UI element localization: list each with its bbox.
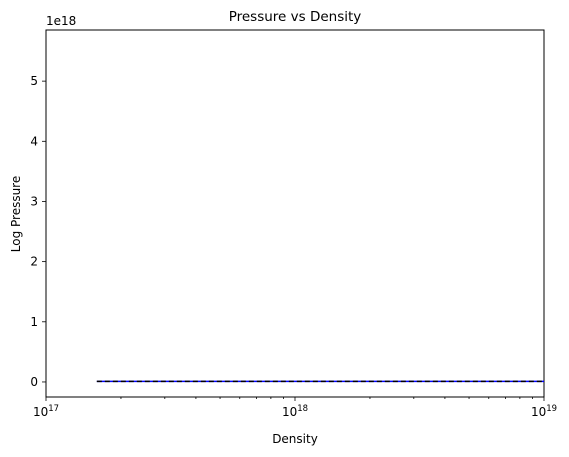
y-axis-label: Log Pressure — [9, 176, 23, 253]
y-tick-label: 5 — [30, 74, 38, 88]
y-tick-label: 4 — [30, 134, 38, 148]
x-tick-label: 1018 — [282, 404, 308, 419]
y-tick-label: 2 — [30, 255, 38, 269]
x-axis-label: Density — [272, 432, 318, 446]
y-tick-label: 1 — [30, 315, 38, 329]
plot-frame — [45, 29, 545, 398]
x-tick-label: 1017 — [33, 404, 59, 419]
plot-area — [45, 29, 545, 398]
chart-title: Pressure vs Density — [229, 9, 362, 25]
y-offset-text: 1e18 — [46, 14, 76, 28]
y-tick-label: 0 — [30, 375, 38, 389]
x-axis-ticks: 1017 1018 1019 — [33, 397, 557, 419]
x-tick-label: 1019 — [531, 404, 557, 419]
y-tick-label: 3 — [30, 194, 38, 208]
y-axis-ticks: 0 1 2 3 4 5 — [30, 74, 46, 389]
